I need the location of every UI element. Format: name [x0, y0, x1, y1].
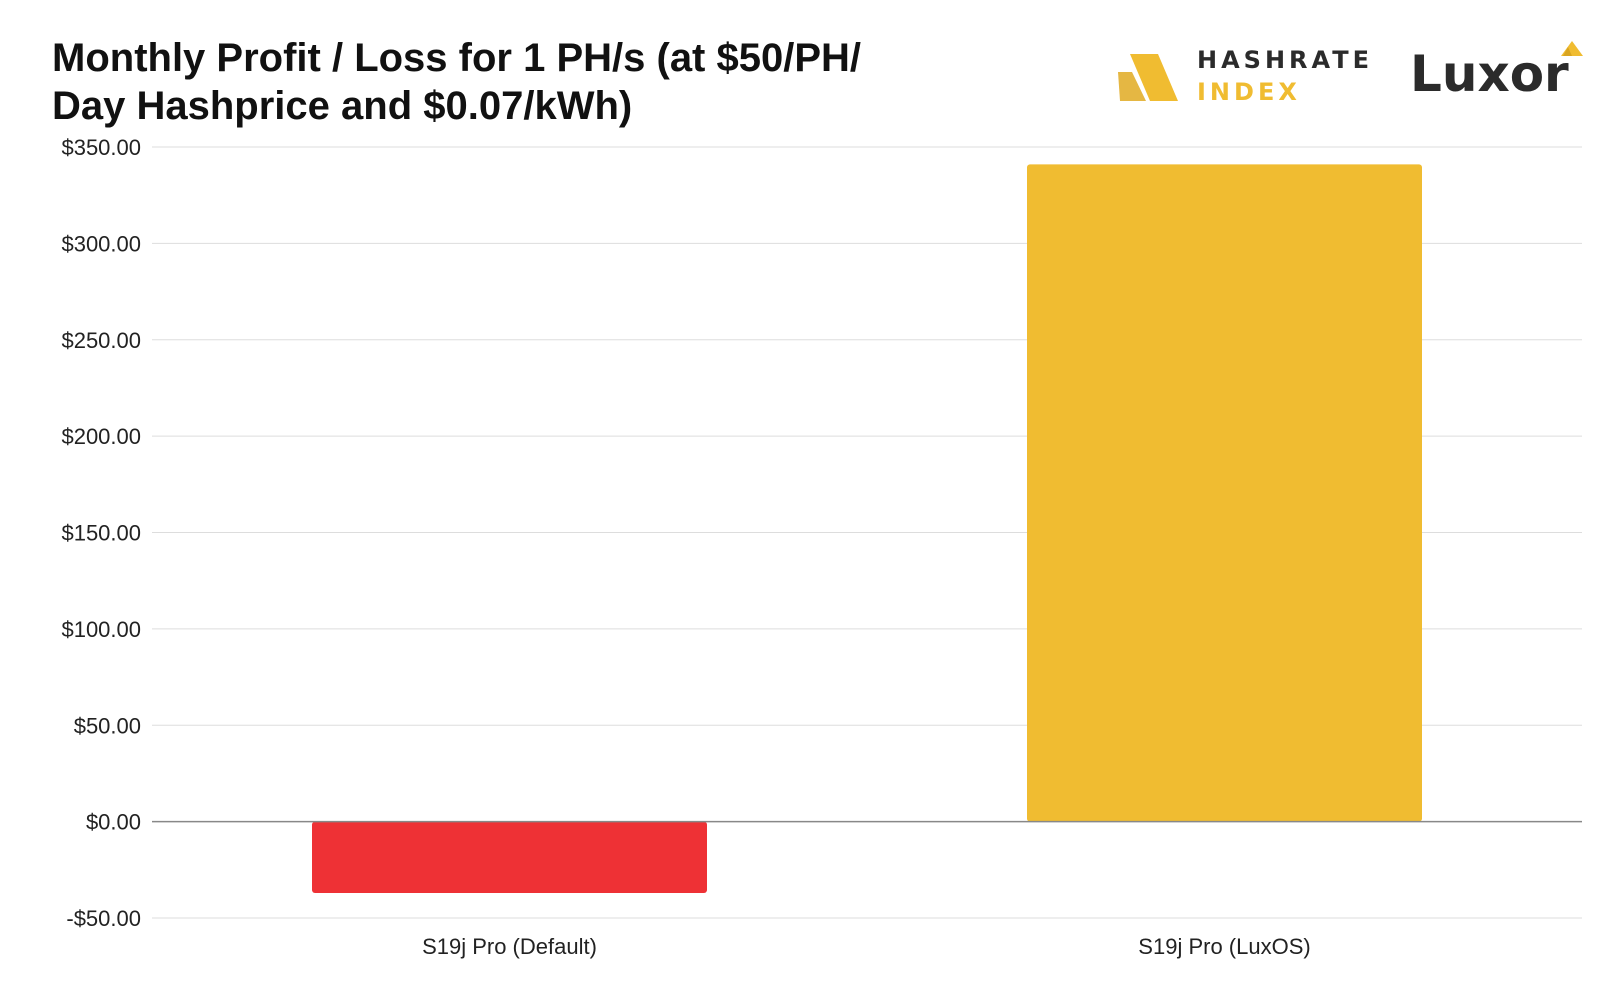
chart-title: Monthly Profit / Loss for 1 PH/s (at $50… [52, 36, 861, 128]
x-category-label: S19j Pro (LuxOS) [1138, 934, 1310, 959]
y-tick-label: -$50.00 [66, 906, 141, 931]
y-axis-tick-labels: -$50.00 $0.00 $50.00 $100.00 $150.00 $200.00 $… [61, 135, 141, 931]
chart-title-line-2: Day Hashprice and $0.07/kWh) [52, 84, 632, 128]
y-tick-label: $250.00 [61, 328, 141, 353]
y-tick-label: $200.00 [61, 424, 141, 449]
y-tick-label: $0.00 [86, 810, 141, 835]
luxor-mark-icon [1561, 41, 1583, 56]
chart-title-line-1: Monthly Profit / Loss for 1 PH/s (at $50… [52, 36, 861, 80]
bar [312, 821, 707, 893]
y-tick-label: $100.00 [61, 617, 141, 642]
bar [1027, 164, 1422, 822]
y-tick-label: $300.00 [61, 231, 141, 256]
hashrate-index-logo: HASHRATE INDEX [1118, 46, 1373, 106]
x-axis-category-labels: S19j Pro (Default) S19j Pro (LuxOS) [422, 934, 1311, 959]
hashrate-index-text-line2: INDEX [1197, 78, 1301, 106]
x-category-label: S19j Pro (Default) [422, 934, 597, 959]
y-tick-label: $50.00 [74, 713, 141, 738]
y-tick-label: $350.00 [61, 135, 141, 160]
bars [312, 164, 1422, 893]
luxor-logo: Luxor [1410, 41, 1583, 103]
y-tick-label: $150.00 [61, 521, 141, 546]
hashrate-index-text-line1: HASHRATE [1197, 46, 1373, 74]
luxor-logo-text: Luxor [1410, 45, 1569, 103]
hashrate-index-icon [1118, 54, 1178, 101]
